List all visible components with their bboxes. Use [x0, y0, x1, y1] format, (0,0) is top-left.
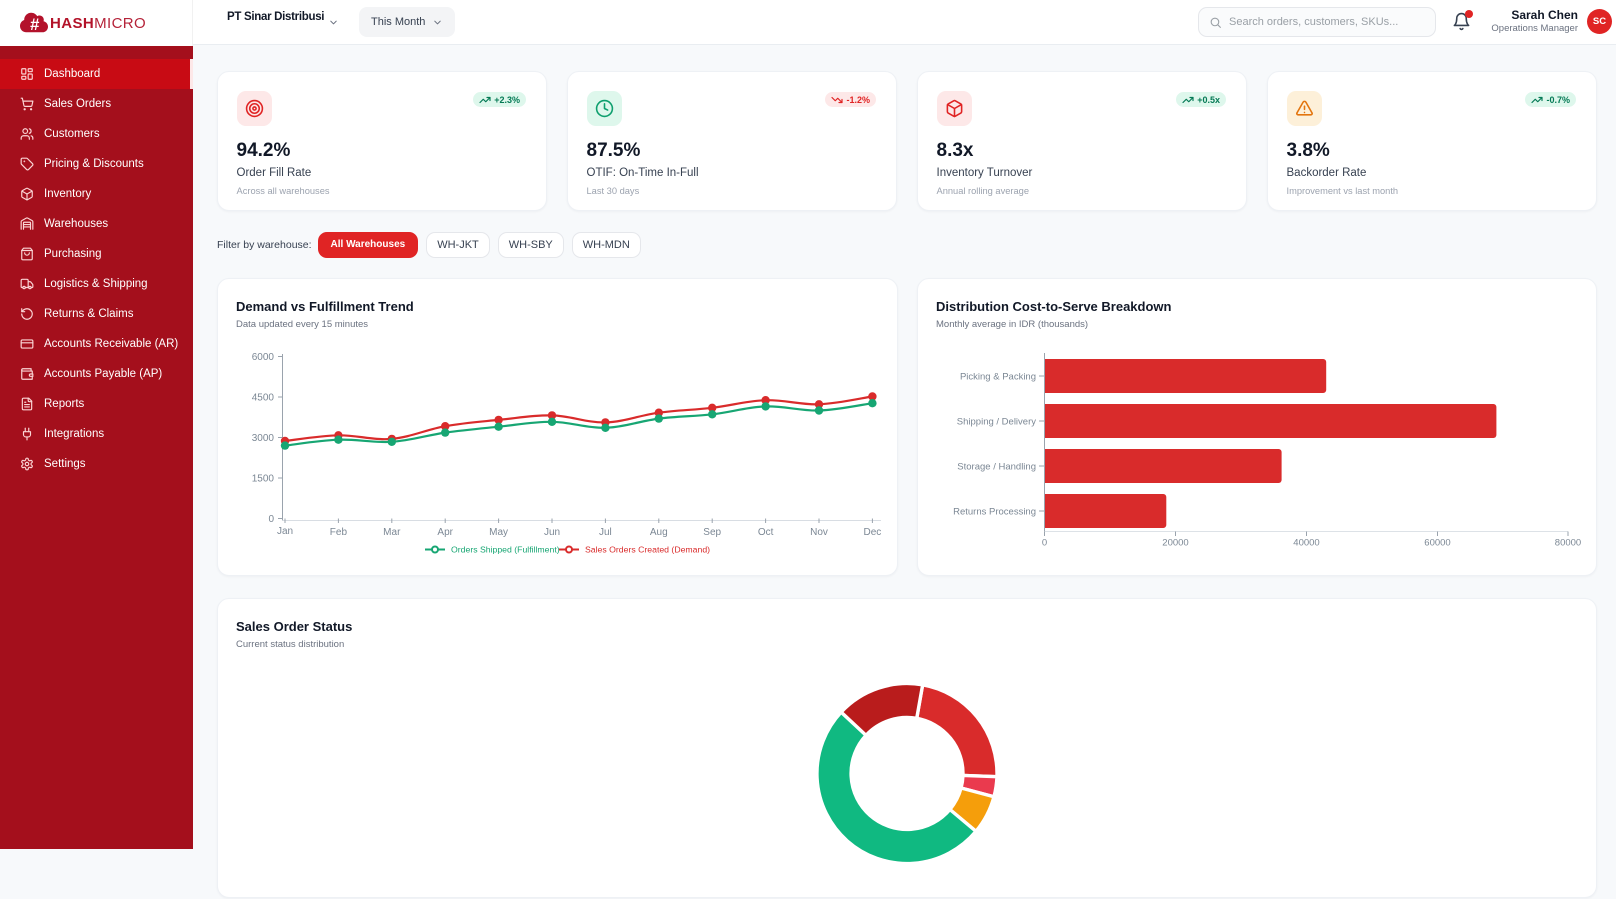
svg-text:May: May [489, 527, 508, 538]
svg-text:Orders Shipped (Fulfillment): Orders Shipped (Fulfillment) [451, 545, 560, 555]
svg-text:Shipping / Delivery: Shipping / Delivery [957, 417, 1036, 428]
svg-text:60000: 60000 [1424, 538, 1450, 549]
svg-text:Oct: Oct [758, 527, 774, 538]
svg-text:#: # [30, 15, 40, 34]
svg-text:Storage / Handling: Storage / Handling [957, 462, 1036, 473]
svg-text:40000: 40000 [1293, 538, 1319, 549]
svg-text:Nov: Nov [810, 527, 828, 538]
svg-text:0: 0 [268, 514, 274, 525]
svg-text:Jul: Jul [599, 527, 612, 538]
svg-text:Picking & Packing: Picking & Packing [960, 372, 1036, 383]
svg-text:6000: 6000 [252, 352, 275, 363]
svg-text:Mar: Mar [383, 527, 401, 538]
svg-text:Jan: Jan [277, 526, 293, 537]
svg-text:1500: 1500 [252, 474, 275, 485]
svg-text:Dec: Dec [864, 527, 882, 538]
svg-text:Sales Orders Created (Demand): Sales Orders Created (Demand) [585, 545, 710, 555]
svg-text:Sep: Sep [703, 527, 721, 538]
svg-text:20000: 20000 [1162, 538, 1188, 549]
svg-text:4500: 4500 [252, 393, 275, 404]
svg-text:3000: 3000 [252, 433, 275, 444]
svg-text:80000: 80000 [1555, 538, 1581, 549]
svg-text:Returns Processing: Returns Processing [953, 507, 1036, 518]
svg-text:Feb: Feb [330, 527, 348, 538]
svg-text:Aug: Aug [650, 527, 668, 538]
svg-text:Jun: Jun [544, 527, 560, 538]
svg-text:Apr: Apr [437, 527, 453, 538]
svg-text:0: 0 [1042, 538, 1047, 549]
